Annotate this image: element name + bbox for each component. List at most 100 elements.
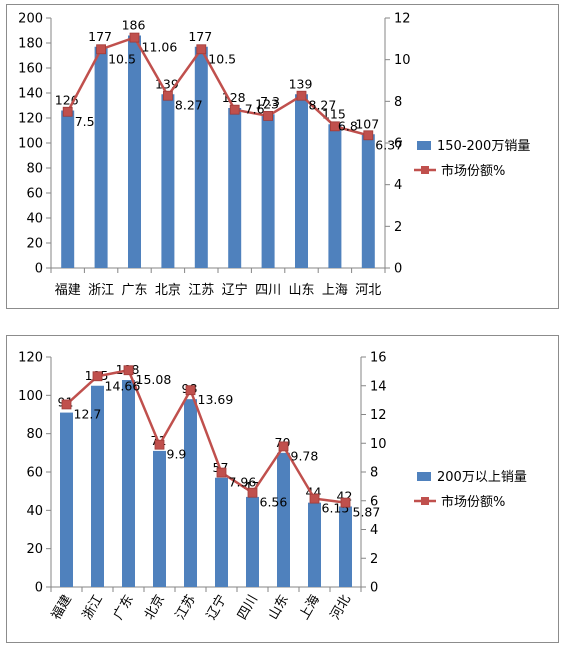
line-data-label: 8.27 [175, 98, 203, 113]
line-data-label: 14.66 [105, 378, 141, 393]
left-tick-label: 140 [18, 87, 43, 102]
bar-四川 [246, 496, 259, 587]
bar-data-label: 139 [289, 76, 313, 91]
category-label: 山东 [288, 283, 314, 298]
line-data-label: 10.5 [108, 51, 136, 66]
line-marker [61, 399, 72, 410]
line-marker [62, 106, 73, 117]
left-tick-label: 100 [18, 389, 43, 404]
line-data-label: 9.78 [291, 448, 319, 463]
right-tick-label: 16 [370, 351, 387, 366]
left-tick-label: 0 [35, 581, 43, 596]
category-label: 河北 [328, 593, 354, 623]
bar-data-label: 128 [222, 90, 246, 105]
left-tick-label: 160 [18, 62, 43, 77]
legend-line-marker [421, 497, 429, 505]
bar-浙江 [91, 385, 104, 587]
bar-四川 [261, 114, 275, 268]
bar-辽宁 [228, 108, 242, 268]
right-tick-label: 6 [394, 137, 402, 152]
line-marker [278, 441, 289, 452]
line-marker [154, 439, 165, 450]
line-marker [296, 90, 307, 101]
category-label: 辽宁 [222, 282, 248, 298]
bar-广东 [122, 380, 135, 587]
line-marker [129, 32, 140, 43]
category-label: 福建 [55, 283, 81, 298]
line-data-label: 8.27 [309, 98, 337, 113]
line-data-label: 7.6 [245, 102, 265, 117]
category-label: 山东 [266, 593, 292, 623]
line-data-label: 13.69 [198, 392, 234, 407]
category-label: 辽宁 [203, 592, 230, 623]
left-tick-label: 180 [18, 37, 43, 52]
right-tick-label: 4 [370, 523, 378, 538]
right-tick-label: 8 [394, 95, 402, 110]
chart-panel-1: 0 20 40 60 80 100 120 140 160 180 200 0 2 4 6 8 10 12 126 1… [6, 4, 559, 309]
bar-data-label: 107 [355, 116, 379, 131]
left-tick-label: 60 [26, 466, 43, 481]
left-tick-label: 80 [26, 427, 43, 442]
line-data-label: 7.5 [75, 114, 95, 129]
left-tick-label: 60 [26, 187, 43, 202]
line-data-label: 9.9 [167, 447, 187, 462]
line-marker [216, 467, 227, 478]
right-tick-label: 2 [370, 552, 378, 567]
right-tick-label: 0 [370, 581, 378, 596]
right-tick-label: 4 [394, 178, 402, 193]
bar-江苏 [194, 46, 208, 268]
line-marker [92, 371, 103, 382]
right-tick-label: 10 [370, 437, 387, 452]
right-tick-label: 12 [370, 408, 387, 423]
right-tick-label: 6 [370, 494, 378, 509]
bar-北京 [161, 94, 175, 268]
line-marker [263, 111, 274, 121]
line-data-label: 6.37 [375, 137, 403, 152]
category-label: 福建 [49, 593, 75, 623]
left-tick-label: 0 [35, 262, 43, 277]
line-data-label: 12.7 [74, 406, 102, 421]
category-label: 上海 [322, 283, 348, 298]
line-marker [96, 44, 106, 55]
line-data-label: 5.87 [353, 505, 381, 520]
left-tick-label: 80 [26, 162, 43, 177]
legend-bar-swatch [417, 472, 431, 481]
chart-1-svg: 0204060801001201401601802000246810121261… [18, 12, 530, 299]
chart-panel-2: 0204060801001200246810121416911051087198… [6, 335, 559, 643]
line-data-label: 11.06 [142, 40, 178, 55]
category-label: 四川 [235, 593, 261, 623]
category-label: 四川 [255, 283, 281, 298]
category-label: 北京 [142, 593, 168, 623]
line-marker [363, 130, 374, 141]
bar-data-label: 186 [122, 18, 146, 33]
legend-line-label: 市场份额% [441, 163, 505, 179]
category-label: 广东 [111, 593, 137, 623]
bar-data-label: 115 [322, 106, 346, 121]
left-tick-label: 120 [18, 351, 43, 366]
right-tick-label: 8 [370, 466, 378, 481]
bar-福建 [60, 412, 73, 587]
line-data-label: 6.8 [338, 118, 358, 133]
line-marker [340, 497, 351, 508]
market-share-line [66, 36, 369, 137]
category-label: 江苏 [172, 592, 199, 623]
line-marker [162, 90, 173, 101]
right-tick-label: 0 [394, 262, 402, 277]
category-label: 江苏 [188, 282, 214, 298]
bar-广东 [128, 35, 141, 268]
line-data-label: 10.5 [208, 51, 236, 66]
bar-上海 [308, 502, 321, 587]
bar-浙江 [94, 46, 108, 268]
chart-2-svg: 0204060801001200246810121416911051087198… [18, 351, 527, 623]
bar-上海 [328, 124, 342, 268]
bar-江苏 [184, 399, 197, 587]
line-data-label: 6.56 [260, 495, 288, 510]
left-tick-label: 120 [18, 112, 43, 127]
right-tick-label: 10 [394, 53, 411, 68]
category-label: 北京 [155, 283, 181, 298]
line-marker [196, 44, 207, 55]
line-data-label: 7.96 [229, 475, 257, 490]
left-tick-label: 200 [18, 12, 43, 27]
category-label: 浙江 [88, 283, 114, 298]
bar-福建 [61, 110, 75, 268]
